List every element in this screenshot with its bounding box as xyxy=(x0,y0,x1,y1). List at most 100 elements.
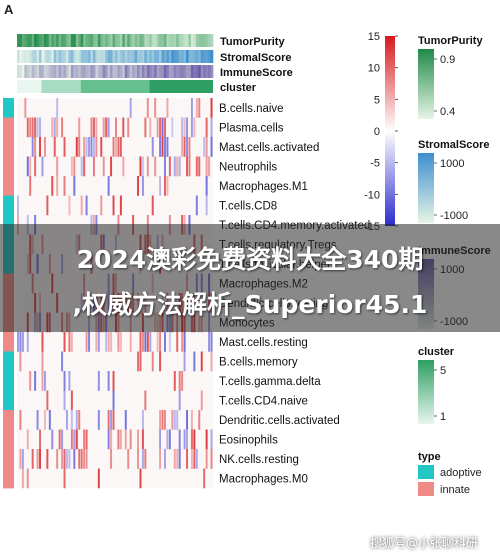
type-cell xyxy=(3,117,14,138)
heat-cell xyxy=(56,156,59,177)
heat-cell xyxy=(70,410,73,430)
track-cell xyxy=(122,65,126,78)
track-cell xyxy=(88,65,91,78)
heat-cell xyxy=(90,117,93,138)
heat-cell xyxy=(173,449,176,469)
heat-cell xyxy=(88,332,91,352)
heat-cell xyxy=(68,449,71,469)
heat-cell xyxy=(144,332,147,352)
annotation-tracks: TumorPurity StromalScore ImmuneScore cluste… xyxy=(17,34,293,94)
heat-cell xyxy=(137,351,140,372)
track-cell xyxy=(149,65,153,78)
heat-cell xyxy=(61,429,64,450)
track-cell xyxy=(115,50,118,63)
heat-cell xyxy=(46,449,49,469)
heat-cell xyxy=(26,468,29,489)
track-cell xyxy=(200,65,204,78)
track-cell xyxy=(41,65,45,78)
track-cell xyxy=(105,50,108,63)
heat-cell xyxy=(144,449,147,469)
legend-bar xyxy=(418,360,434,424)
track-cell xyxy=(68,65,72,78)
heat-cell xyxy=(186,429,189,450)
type-cell xyxy=(3,429,14,450)
track-cell xyxy=(100,34,104,47)
heat-cell xyxy=(198,156,201,177)
track-cell xyxy=(43,65,47,78)
track-cell xyxy=(141,50,145,63)
track-cell xyxy=(53,65,57,78)
track-cell xyxy=(31,50,35,63)
track-cell xyxy=(198,50,202,63)
cluster-block xyxy=(149,80,213,93)
heat-cell xyxy=(141,156,144,177)
track-cell xyxy=(19,65,23,78)
heat-cell xyxy=(146,332,149,352)
heat-cell xyxy=(122,156,125,177)
track-cell xyxy=(83,34,86,47)
legend-title: TumorPurity xyxy=(418,35,483,47)
heat-cell xyxy=(176,156,179,177)
heat-cell xyxy=(208,332,211,352)
track-cell xyxy=(171,65,175,78)
track-cell xyxy=(70,65,74,78)
track-cell xyxy=(41,34,45,47)
track-cell xyxy=(48,34,52,47)
heat-cell xyxy=(85,137,88,157)
row-label: NK.cells.resting xyxy=(219,454,299,466)
heat-cell xyxy=(31,137,34,157)
heat-cell xyxy=(188,137,191,157)
track-cell xyxy=(29,65,32,78)
track-cell xyxy=(171,34,175,47)
heat-cell xyxy=(178,156,181,177)
track-cell xyxy=(97,50,101,63)
heat-cell xyxy=(129,332,132,352)
track-cell xyxy=(21,50,25,63)
heat-cell xyxy=(173,371,176,391)
heat-cell xyxy=(88,137,91,157)
track-cell xyxy=(181,34,184,47)
heat-cell xyxy=(43,371,46,391)
track-cell xyxy=(63,65,67,78)
heat-cell xyxy=(24,98,27,118)
track-cell xyxy=(127,50,130,63)
track-cell xyxy=(90,50,94,63)
heat-cell xyxy=(168,156,171,177)
heat-cell xyxy=(68,195,71,216)
type-cell xyxy=(3,195,14,216)
heat-cell xyxy=(43,137,46,157)
track-cell xyxy=(176,34,179,47)
heat-cell xyxy=(97,332,100,352)
track-cell xyxy=(132,65,135,78)
track-cell xyxy=(61,34,64,47)
track-cell xyxy=(124,50,128,63)
heat-cell xyxy=(164,449,166,469)
track-cell xyxy=(146,65,150,78)
type-cell xyxy=(3,410,14,430)
track-cell xyxy=(75,65,79,78)
legend-tick-label: 0.4 xyxy=(440,106,455,118)
track-cell xyxy=(90,34,94,47)
heat-cell xyxy=(112,371,115,391)
heat-cell xyxy=(107,410,110,430)
heat-cell xyxy=(21,449,24,469)
track-cell xyxy=(122,34,126,47)
track-cell xyxy=(100,50,104,63)
track-cell xyxy=(51,65,55,78)
heat-cell xyxy=(190,449,193,469)
track-cell xyxy=(183,34,187,47)
heat-cell xyxy=(56,449,59,469)
heat-cell xyxy=(78,117,81,138)
track-cell xyxy=(146,34,150,47)
heat-cell xyxy=(151,195,154,216)
track-cell xyxy=(110,34,113,47)
track-cell xyxy=(203,50,206,63)
track-cell xyxy=(178,65,182,78)
heat-cell xyxy=(70,156,73,177)
track-cell xyxy=(107,65,111,78)
track-cell xyxy=(46,34,50,47)
heat-cell xyxy=(78,449,81,469)
track-cell xyxy=(78,65,81,78)
heat-cell xyxy=(75,429,78,450)
track-cell xyxy=(63,34,67,47)
